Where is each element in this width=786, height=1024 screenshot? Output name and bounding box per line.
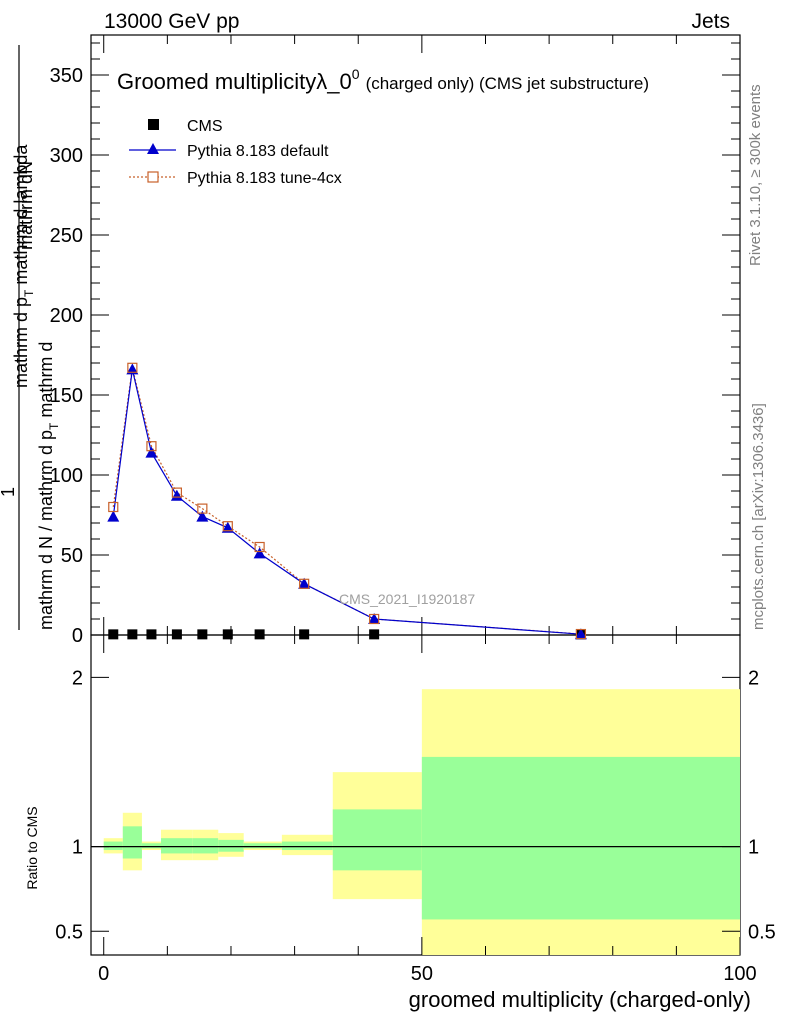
tune4cx-point-6 <box>254 541 265 553</box>
default-point-2 <box>145 446 158 458</box>
tune4cx-point-0 <box>108 501 119 513</box>
tune4cx-point-1 <box>127 362 138 373</box>
y-tick-label-100: 100 <box>50 465 83 487</box>
y-label-numerator-top: mathrm dN <box>16 161 36 250</box>
ratio-band-green-5 <box>218 839 244 852</box>
cms-point-4 <box>197 629 208 640</box>
tune4cx-line <box>112 367 581 635</box>
tune4cx-point-5 <box>222 521 233 532</box>
header-jets-label: Jets <box>691 10 730 33</box>
ratio-bands <box>103 689 740 955</box>
ratio-tick-label-1: 1 <box>72 837 83 859</box>
legend-cms-label: CMS <box>187 118 223 135</box>
default-point-4 <box>196 510 209 522</box>
ratio-band-green-8 <box>332 809 422 871</box>
ratio-band-green-2 <box>141 843 161 849</box>
series-lines <box>112 367 581 635</box>
x-axis-label: groomed multiplicity (charged-only) <box>409 987 751 1012</box>
y-axis-label: mathrm d N / mathrm d pT mathrm d 1 math… <box>0 45 61 630</box>
ratio-tick-label-0.5: 0.5 <box>55 921 83 943</box>
y-tick-label-300: 300 <box>50 145 83 167</box>
legend-tune4cx-marker <box>147 171 159 183</box>
y-tick-label-0: 0 <box>72 625 83 647</box>
ratio-band-green-6 <box>243 843 282 849</box>
plot-title: Groomed multiplicityλ_00 (charged only) (… <box>117 66 649 94</box>
ratio-y-axis-label: Ratio to CMS <box>24 806 40 889</box>
tune4cx-point-3 <box>171 487 182 498</box>
default-point-9 <box>574 628 587 640</box>
ratio-tick-label-right-1: 1 <box>748 837 759 859</box>
ratio-band-green-4 <box>192 838 219 854</box>
y-tick-label-350: 350 <box>50 65 83 87</box>
cms-point-1 <box>127 629 138 640</box>
series-markers <box>107 362 587 640</box>
legend-tune4cx-label: Pythia 8.183 tune-4cx <box>187 170 342 187</box>
legend-cms-marker <box>148 119 159 130</box>
ratio-band-green-9 <box>421 756 740 920</box>
y-tick-label-250: 250 <box>50 225 83 247</box>
title-subtitle: (charged only) (CMS jet substructure) <box>366 74 649 93</box>
y-label-numerator: mathrm d pT mathrm d lambda <box>11 144 36 388</box>
y-tick-label-200: 200 <box>50 305 83 327</box>
cms-point-2 <box>146 629 157 640</box>
legend-default-label: Pythia 8.183 default <box>187 143 329 160</box>
tune4cx-point-4 <box>197 503 208 514</box>
rivet-version-label: Rivet 3.1.10, ≥ 300k events <box>747 84 764 266</box>
ratio-band-green-0 <box>103 841 123 851</box>
tune4cx-point-7 <box>299 578 310 589</box>
legend-default-marker <box>147 143 159 154</box>
title-main: Groomed multiplicity <box>117 69 316 94</box>
cms-point-0 <box>108 629 119 640</box>
y-label-one: 1 <box>0 487 18 497</box>
default-point-7 <box>298 577 311 589</box>
x-tick-label-0: 0 <box>98 963 109 985</box>
tune4cx-point-8 <box>369 613 380 625</box>
cms-point-8 <box>369 629 380 640</box>
analysis-watermark: CMS_2021_I1920187 <box>339 591 475 607</box>
default-point-8 <box>368 613 381 624</box>
cms-point-5 <box>222 629 233 640</box>
ratio-tick-label-right-2: 2 <box>748 667 759 689</box>
axes: 0 50 100 150 200 250 300 350 0 50 100 0.5 0.5 1 1 2 2 <box>50 35 776 985</box>
default-line <box>112 369 581 635</box>
default-point-3 <box>170 489 183 501</box>
cms-point-3 <box>171 629 182 640</box>
default-point-0 <box>107 510 120 522</box>
x-tick-label-100: 100 <box>723 963 756 985</box>
ratio-band-green-7 <box>281 841 333 851</box>
cms-point-7 <box>299 629 310 640</box>
ratio-tick-label-2: 2 <box>72 667 83 689</box>
y-tick-label-50: 50 <box>61 545 83 567</box>
title-superscript: 0 <box>352 66 360 82</box>
ratio-band-green-3 <box>160 838 193 854</box>
header-energy-label: 13000 GeV pp <box>104 10 239 33</box>
ratio-tick-label-right-0.5: 0.5 <box>748 921 776 943</box>
default-point-6 <box>253 547 266 559</box>
mcplots-label: mcplots.cern.ch [arXiv:1306.3436] <box>750 403 767 630</box>
y-tick-label-150: 150 <box>50 385 83 407</box>
title-lambda: λ_0 <box>316 69 351 94</box>
y-label-denominator: mathrm d N / mathrm d pT mathrm d <box>36 342 61 630</box>
tune4cx-point-9 <box>575 628 587 640</box>
ratio-band-green-1 <box>122 826 142 859</box>
default-point-5 <box>221 521 234 533</box>
default-point-1 <box>126 363 139 375</box>
legend: CMS Pythia 8.183 default Pythia 8.183 tu… <box>129 118 342 187</box>
tune4cx-point-2 <box>146 441 157 452</box>
x-tick-label-50: 50 <box>411 963 433 985</box>
cms-point-6 <box>254 629 265 640</box>
